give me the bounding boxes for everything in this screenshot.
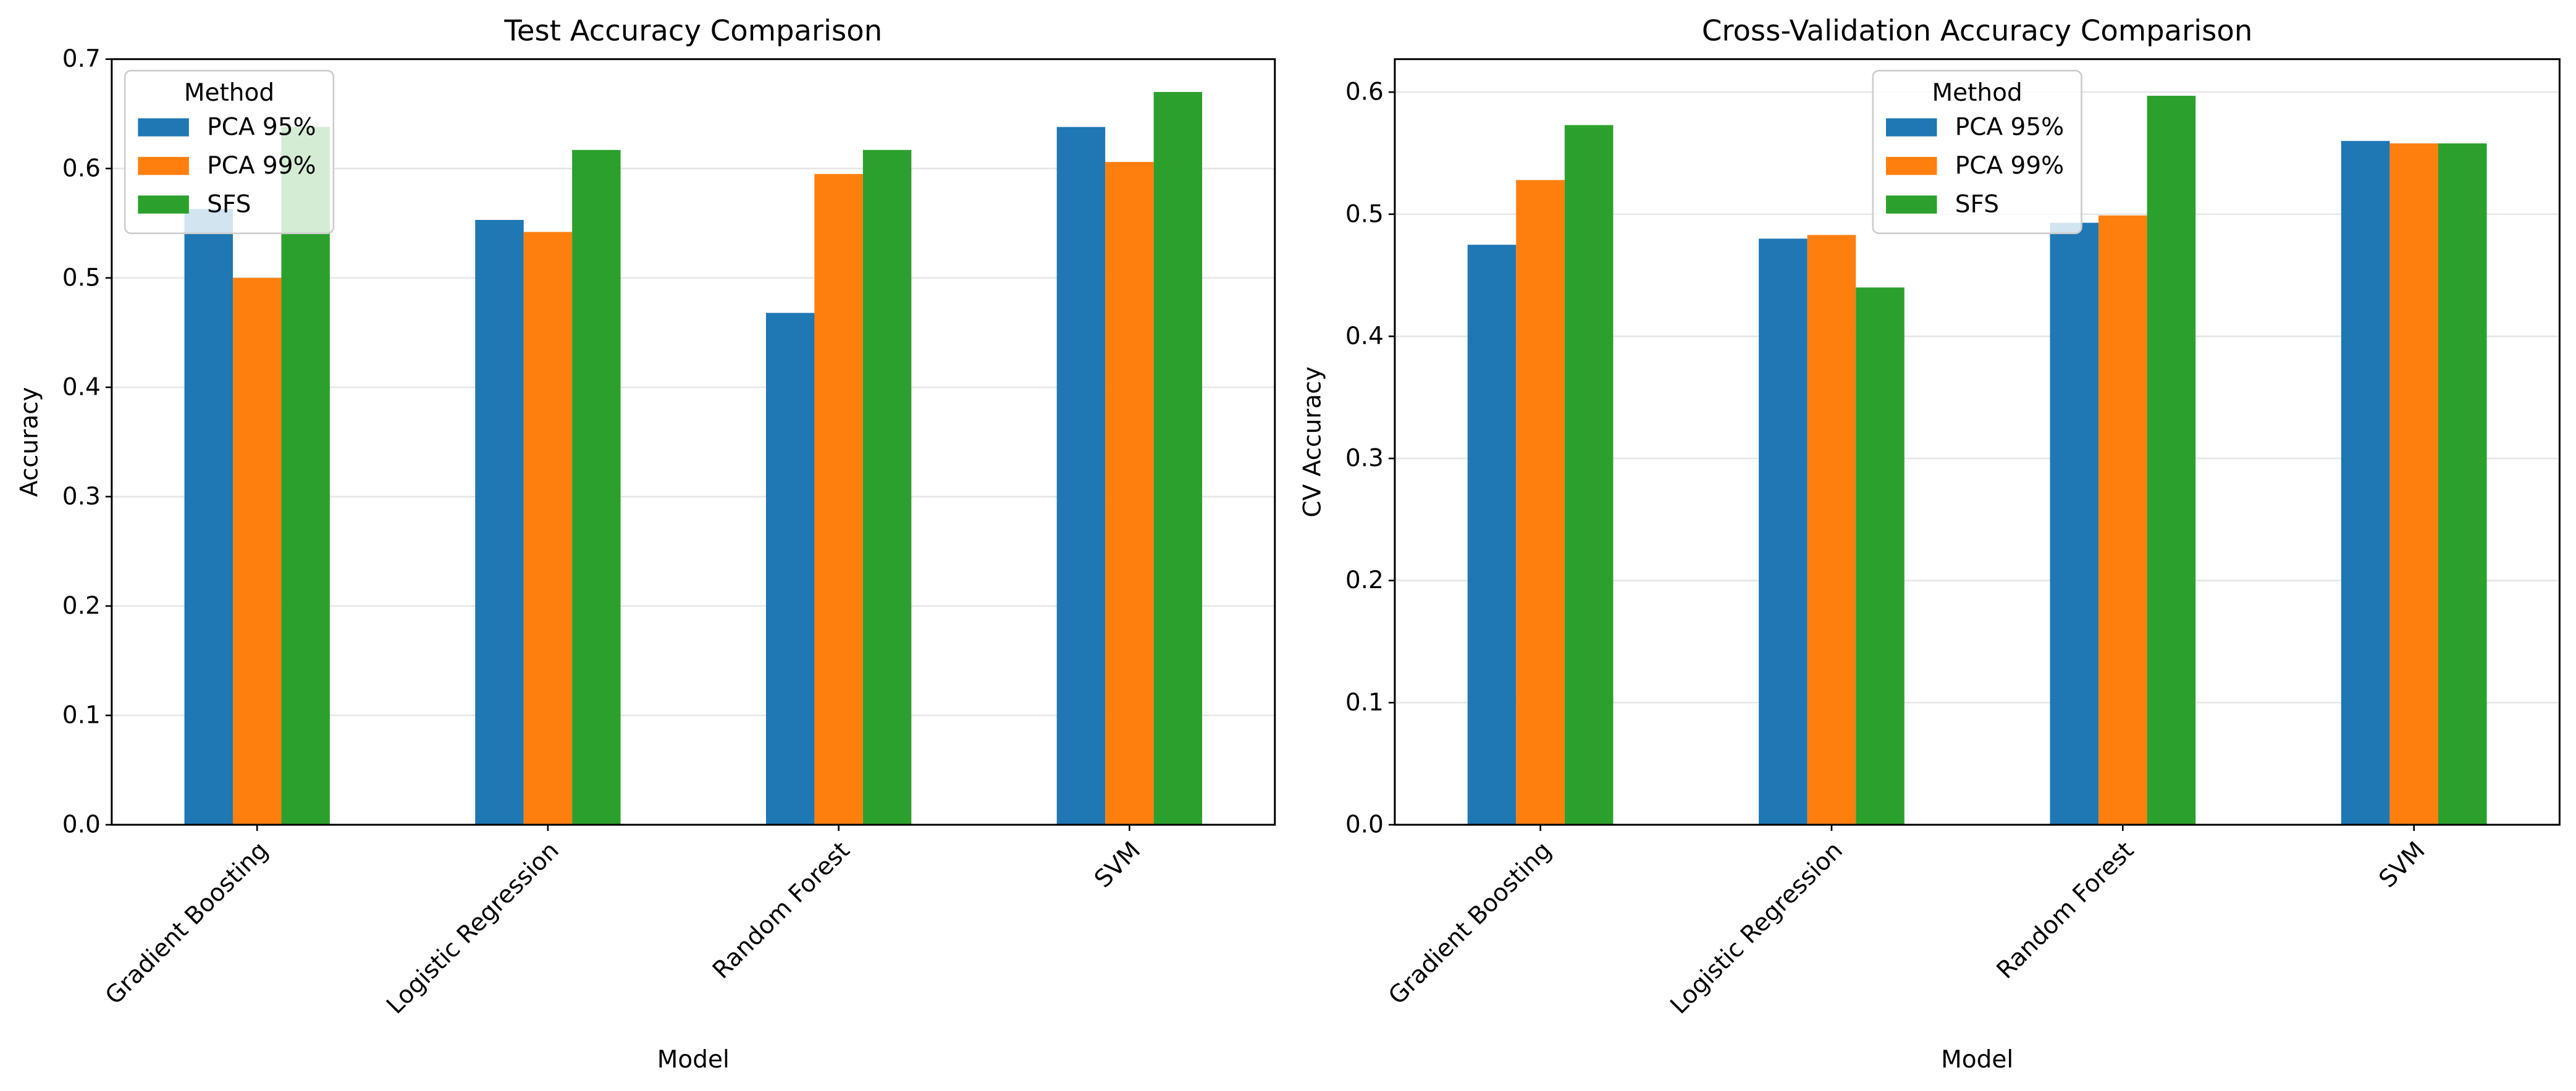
- y-tick-label: 0.0: [1345, 811, 1384, 839]
- bar-pca-99-0: [232, 277, 282, 825]
- legend-swatch: [138, 118, 189, 137]
- bar-sfs-2: [862, 150, 912, 825]
- bar-pca-99-1: [523, 232, 573, 825]
- legend-swatch: [138, 156, 189, 175]
- legend-label: PCA 95%: [207, 114, 316, 141]
- bar-sfs-0: [1564, 125, 1614, 825]
- x-tick-label: Gradient Boosting: [1383, 836, 1557, 1010]
- legend-frame: [1872, 70, 2082, 234]
- bar-pca-95-2: [765, 313, 815, 825]
- y-tick-label: 0.4: [62, 373, 101, 401]
- y-tick-label: 0.5: [1345, 200, 1384, 228]
- bar-sfs-2: [2147, 96, 2196, 825]
- chart-title: Cross-Validation Accuracy Comparison: [1702, 14, 2252, 48]
- x-axis-label: Model: [657, 1046, 730, 1074]
- plot-frame: [1394, 58, 2561, 826]
- legend-label: SFS: [207, 191, 251, 219]
- bar-pca-95-1: [1759, 238, 1808, 825]
- x-tick-label: SVM: [1089, 836, 1146, 893]
- y-tick-label: 0.7: [62, 45, 101, 73]
- x-tick-label: Random Forest: [707, 836, 855, 984]
- bar-pca-95-2: [2050, 222, 2099, 825]
- legend-label: PCA 95%: [1955, 114, 2065, 141]
- x-tick-label: Random Forest: [1992, 836, 2139, 984]
- y-tick-label: 0.6: [1345, 78, 1384, 106]
- bar-pca-99-1: [1807, 235, 1856, 825]
- bar-pca-95-0: [1467, 245, 1517, 825]
- bar-pca-99-2: [814, 174, 863, 825]
- bar-pca-99-0: [1516, 180, 1565, 825]
- legend-swatch: [138, 195, 189, 214]
- x-axis-label: Model: [1941, 1046, 2013, 1074]
- y-tick-label: 0.1: [62, 701, 101, 729]
- bar-pca-99-3: [2389, 143, 2438, 825]
- y-axis-label: Accuracy: [15, 387, 43, 497]
- y-tick-label: 0.1: [1345, 689, 1384, 717]
- chart-panel-1: 0.0 0.1 0.2 0.3 0.4 0.5 0.6 0.7 Gradient Boostin…: [15, 14, 1276, 1074]
- y-tick-label: 0.0: [62, 811, 101, 839]
- x-tick-label: Logistic Regression: [1665, 836, 1848, 1019]
- y-tick-label: 0.4: [1345, 322, 1384, 350]
- plot-frame: [111, 58, 1276, 826]
- y-axis-label: CV Accuracy: [1299, 366, 1326, 517]
- legend-swatch: [1886, 118, 1937, 137]
- legend: Method PCA 95% PCA 99% SFS: [1872, 70, 2082, 234]
- legend-label: SFS: [1955, 191, 1999, 219]
- y-tick-label: 0.6: [62, 154, 101, 182]
- bar-sfs-3: [1153, 91, 1203, 825]
- y-tick-label: 0.2: [1345, 567, 1384, 594]
- legend-swatch: [1886, 156, 1937, 175]
- bar-pca-95-1: [475, 219, 524, 825]
- bar-pca-95-3: [2341, 141, 2390, 825]
- x-tick-label: SVM: [2374, 836, 2431, 893]
- chart-panel-2: 0.0 0.1 0.2 0.3 0.4 0.5 0.6 Gradient Boosting Lo…: [1299, 14, 2561, 1074]
- legend-title: Method: [184, 79, 274, 107]
- legend-label: PCA 99%: [1955, 152, 2065, 180]
- y-tick-label: 0.2: [62, 592, 101, 620]
- bar-sfs-1: [572, 150, 621, 825]
- legend-title: Method: [1932, 79, 2022, 107]
- bar-sfs-0: [281, 127, 330, 825]
- y-tick-label: 0.3: [62, 482, 101, 510]
- y-tick-label: 0.3: [1345, 445, 1384, 473]
- x-tick-label: Gradient Boosting: [100, 836, 274, 1010]
- bar-pca-95-0: [184, 209, 233, 825]
- bar-pca-99-2: [2098, 215, 2147, 825]
- bar-sfs-1: [1856, 287, 1905, 825]
- bar-pca-99-3: [1105, 162, 1154, 825]
- chart-title: Test Accuracy Comparison: [503, 14, 882, 48]
- legend-frame: [124, 70, 335, 234]
- bar-sfs-3: [2438, 143, 2487, 825]
- legend-label: PCA 99%: [207, 152, 316, 180]
- x-tick-label: Logistic Regression: [381, 836, 564, 1019]
- y-tick-label: 0.5: [62, 264, 101, 292]
- legend-swatch: [1886, 195, 1937, 214]
- bar-pca-95-3: [1056, 127, 1106, 825]
- legend: Method PCA 95% PCA 99% SFS: [124, 70, 335, 234]
